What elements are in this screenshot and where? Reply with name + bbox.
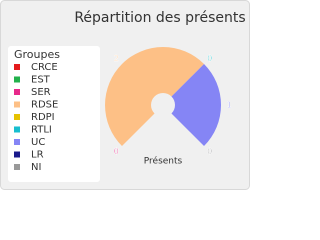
legend-swatch <box>14 164 20 170</box>
legend-swatch <box>14 151 20 158</box>
legend-label: SER <box>31 87 51 98</box>
pie-slice <box>105 47 205 147</box>
data-label: 0 <box>207 147 212 156</box>
pie-slice <box>171 63 221 147</box>
legend-box <box>8 46 100 182</box>
legend-label: RDPI <box>31 112 55 123</box>
data-label: 0 <box>114 147 119 156</box>
legend-label: RTLI <box>31 125 52 136</box>
legend-swatch <box>14 114 20 120</box>
legend-title: Groupes <box>14 48 60 61</box>
data-label: 0 <box>207 54 212 63</box>
data-label: 0 <box>207 54 212 63</box>
legend-swatch <box>14 101 20 108</box>
legend-swatch <box>14 64 20 70</box>
chart-title: Répartition des présents <box>74 10 245 26</box>
data-label: 0 <box>114 147 119 156</box>
legend-label: NI <box>31 162 41 173</box>
legend-label: EST <box>31 75 51 86</box>
legend-swatch <box>14 139 20 145</box>
data-label: 1 <box>226 101 231 110</box>
legend-swatch <box>14 76 20 83</box>
legend-label: RDSE <box>31 100 58 111</box>
legend-label: UC <box>31 137 45 148</box>
chart: Répartition des présents Groupes Présent… <box>0 0 250 190</box>
series-label: Présents <box>144 156 183 167</box>
legend-label: LR <box>31 150 44 161</box>
data-label: 0 <box>114 147 119 156</box>
legend-label: CRCE <box>31 62 58 73</box>
legend-swatch <box>14 126 20 133</box>
legend-swatch <box>14 89 20 95</box>
data-label: 0 <box>207 147 212 156</box>
data-label: 2 <box>114 54 119 63</box>
